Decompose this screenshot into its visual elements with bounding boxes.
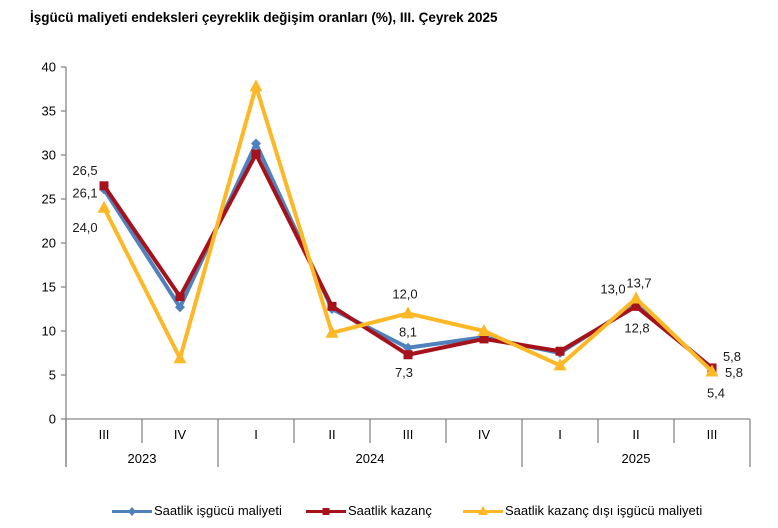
y-tick-label: 35 <box>42 104 56 119</box>
data-point <box>251 138 261 149</box>
x-year-label: 2023 <box>128 451 157 466</box>
data-point <box>173 351 187 364</box>
data-point <box>705 364 719 377</box>
x-tick-label: II <box>328 427 335 442</box>
y-tick-label: 15 <box>42 280 56 295</box>
data-label: 12,8 <box>624 320 649 335</box>
data-point <box>97 200 111 213</box>
data-point <box>403 342 413 353</box>
data-label: 13,0 <box>600 282 625 297</box>
data-point <box>175 292 185 302</box>
data-labels: 26,5 26,1 24,0 12,0 8,1 7,3 13,0 13,7 12,8 5,85,8… <box>72 163 743 401</box>
legend-label: Saatlik işgücü maliyeti <box>154 503 282 518</box>
series-3 <box>97 79 719 377</box>
data-point <box>327 301 337 311</box>
data-label: 26,5 <box>72 163 97 178</box>
chart-title: İşgücü maliyeti endeksleri çeyreklik değ… <box>30 10 498 25</box>
legend-swatch-yellow-triangle <box>463 504 503 518</box>
x-tick-label: III <box>707 427 718 442</box>
x-tick-label: III <box>99 427 110 442</box>
legend: Saatlik işgücü maliyeti Saatlik kazanç S… <box>0 503 778 523</box>
data-point <box>251 149 261 159</box>
y-tick-label: 5 <box>49 368 56 383</box>
legend-item-saatlik-kazanc-disi: Saatlik kazanç dışı işgücü maliyeti <box>463 503 702 518</box>
data-point <box>553 358 567 371</box>
data-label: 5,8 <box>723 349 741 364</box>
data-label: 5,8 <box>725 365 743 380</box>
x-tick-label: III <box>403 427 414 442</box>
data-point <box>629 291 643 304</box>
legend-item-saatlik-isgucu-maliyeti: Saatlik işgücü maliyeti <box>112 503 282 518</box>
series-lines <box>97 79 719 377</box>
data-point <box>249 79 263 92</box>
x-year-label: 2024 <box>356 451 385 466</box>
data-label: 12,0 <box>392 286 417 301</box>
data-point <box>631 301 641 311</box>
y-tick-label: 0 <box>49 412 56 427</box>
x-tick-label: I <box>254 427 258 442</box>
legend-item-saatlik-kazanc: Saatlik kazanç <box>306 503 432 518</box>
data-point <box>325 325 339 338</box>
y-tick-label: 30 <box>42 148 56 163</box>
data-label: 7,3 <box>395 365 413 380</box>
x-tick-label: II <box>632 427 639 442</box>
legend-swatch-blue-diamond <box>112 504 152 518</box>
x-year-label: 2025 <box>622 451 651 466</box>
y-tick-label: 20 <box>42 236 56 251</box>
x-tick-label: IV <box>174 427 187 442</box>
data-label: 13,7 <box>626 275 651 290</box>
data-label: 24,0 <box>72 220 97 235</box>
data-point <box>477 324 491 336</box>
y-tick-label: 10 <box>42 324 56 339</box>
data-label: 8,1 <box>399 325 417 340</box>
legend-label: Saatlik kazanç <box>348 503 432 518</box>
data-point <box>555 346 565 356</box>
x-tick-label: IV <box>478 427 491 442</box>
legend-label: Saatlik kazanç dışı işgücü maliyeti <box>505 503 703 518</box>
y-tick-label: 40 <box>42 60 56 75</box>
data-label: 26,1 <box>72 185 97 200</box>
data-point <box>479 334 489 344</box>
x-tick-label: I <box>558 427 562 442</box>
y-tick-label: 25 <box>42 192 56 207</box>
data-point <box>175 302 185 313</box>
data-point <box>403 350 413 360</box>
data-point <box>401 306 415 319</box>
data-point <box>99 181 109 191</box>
data-label: 5,4 <box>707 385 725 400</box>
legend-swatch-red-square <box>306 504 346 518</box>
